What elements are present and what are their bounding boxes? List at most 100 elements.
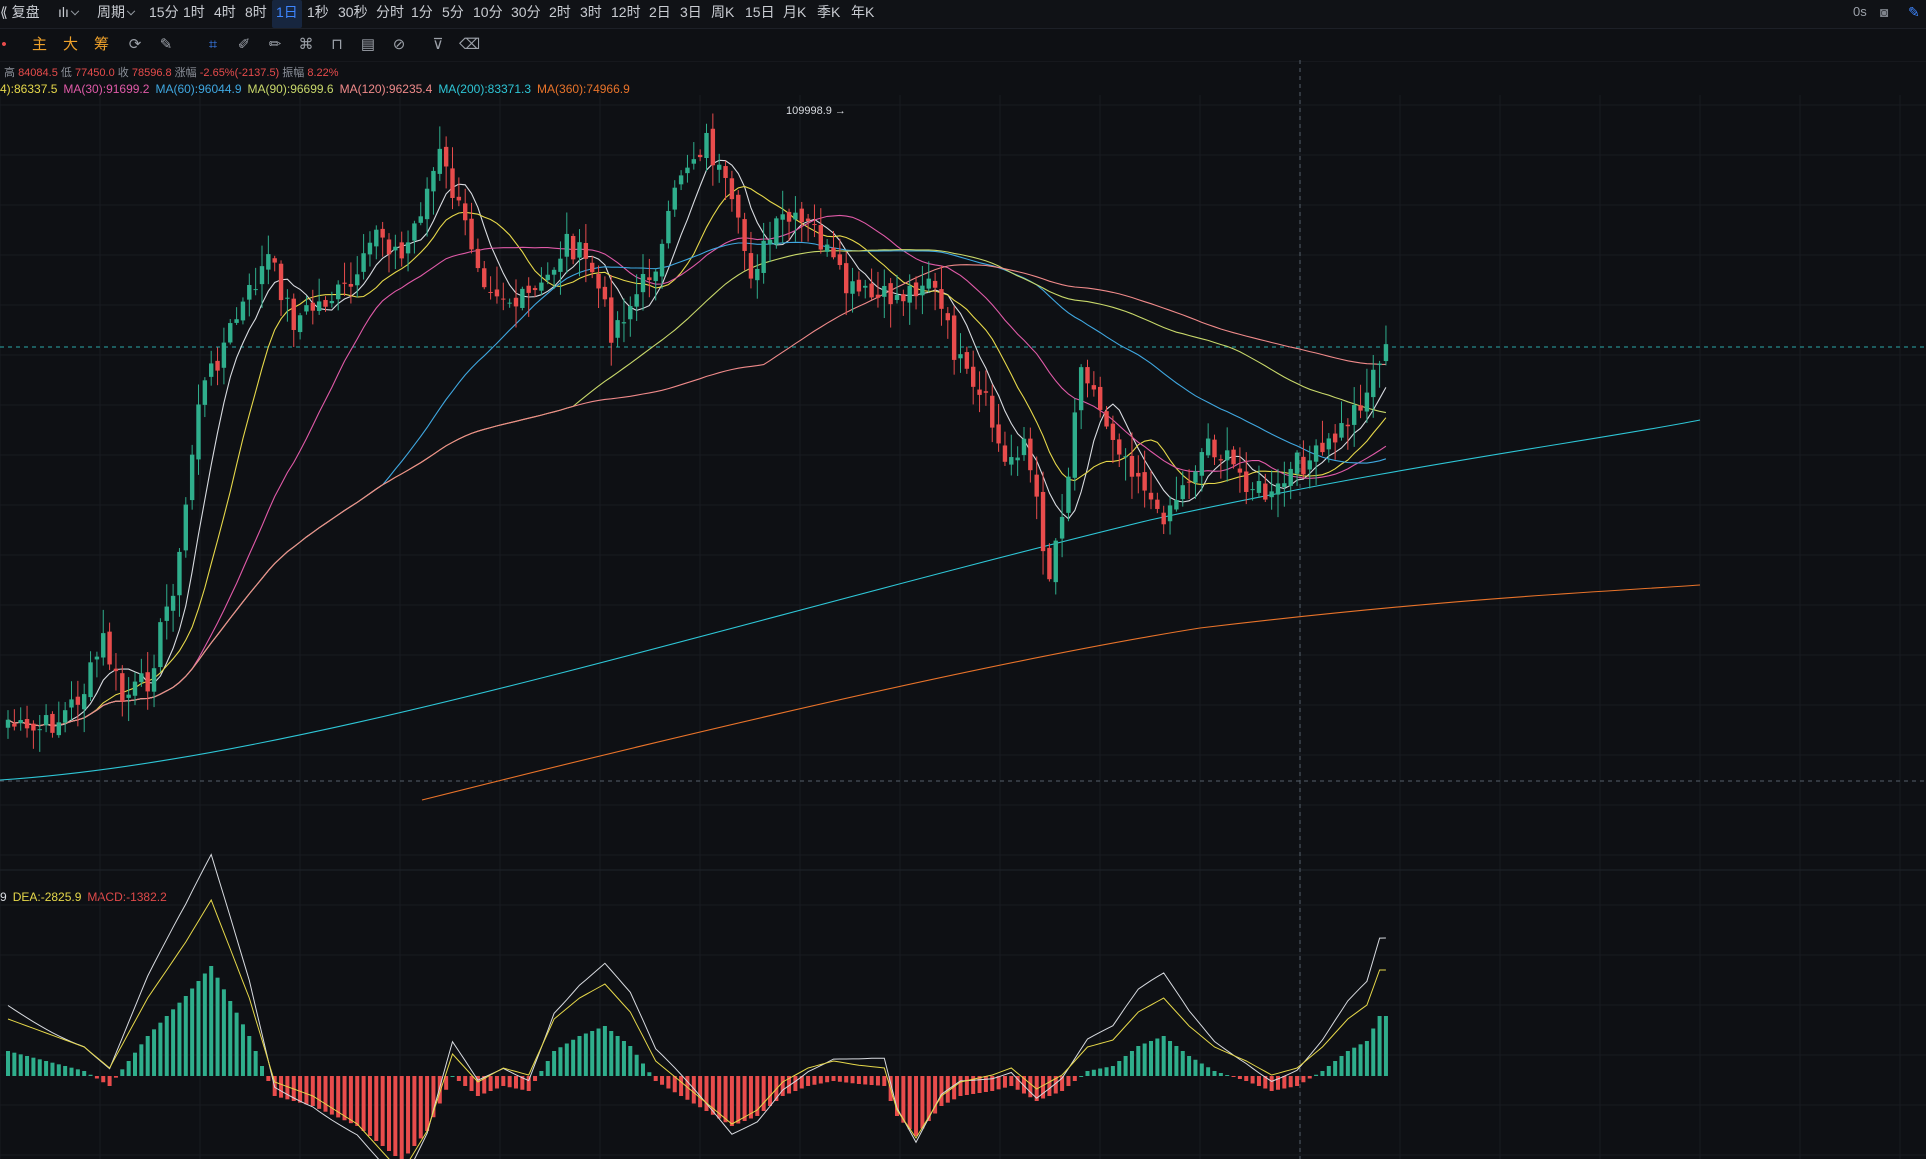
macd-bar bbox=[1104, 1067, 1109, 1076]
interval-tab-1分[interactable]: 1分 bbox=[411, 4, 433, 20]
candle bbox=[424, 177, 430, 237]
interval-tab-月K[interactable]: 月K bbox=[783, 4, 807, 20]
macd-bar bbox=[672, 1076, 677, 1093]
macd-bar bbox=[482, 1076, 487, 1094]
interval-tab-季K[interactable]: 季K bbox=[817, 4, 841, 20]
candle bbox=[139, 658, 144, 687]
candle bbox=[1072, 398, 1077, 491]
macd-bar bbox=[660, 1076, 665, 1085]
erase-icon[interactable]: ⊘ bbox=[392, 36, 406, 53]
brush-icon[interactable]: ✏ bbox=[268, 36, 282, 53]
lock-icon[interactable]: ⊓ bbox=[331, 36, 343, 53]
macd-bar bbox=[1231, 1076, 1236, 1077]
macd-bar bbox=[475, 1076, 480, 1096]
interval-tab-年K[interactable]: 年K bbox=[851, 4, 875, 20]
macd-bar bbox=[31, 1057, 36, 1076]
candle bbox=[831, 230, 836, 260]
change-label: 涨幅 bbox=[174, 67, 197, 79]
sync-icon[interactable]: ⟳ bbox=[128, 36, 142, 53]
macd-bar bbox=[1123, 1056, 1128, 1076]
interval-tab-4时[interactable]: 4时 bbox=[214, 4, 236, 20]
interval-tab-3日[interactable]: 3日 bbox=[680, 4, 702, 20]
candle bbox=[609, 275, 614, 366]
macd-bar bbox=[139, 1044, 144, 1076]
candle bbox=[1009, 434, 1014, 476]
interval-tab-1日[interactable]: 1日 bbox=[272, 0, 302, 28]
candle bbox=[971, 350, 976, 405]
interval-tab-30秒[interactable]: 30秒 bbox=[338, 4, 368, 20]
macd-bar bbox=[348, 1076, 353, 1124]
macd-bar bbox=[1212, 1071, 1217, 1076]
interval-tab-3时[interactable]: 3时 bbox=[580, 4, 602, 20]
interval-tab-2时[interactable]: 2时 bbox=[549, 4, 571, 20]
crop-icon[interactable]: ⌗ bbox=[208, 36, 218, 53]
interval-tab-2日[interactable]: 2日 bbox=[649, 4, 671, 20]
candle bbox=[1358, 384, 1363, 419]
candle bbox=[532, 285, 538, 298]
macd-bar bbox=[717, 1076, 722, 1119]
macd-bar bbox=[831, 1076, 836, 1081]
pattern-icon[interactable]: ⌘ bbox=[298, 36, 314, 53]
low-label: 低 bbox=[60, 67, 72, 79]
candle bbox=[336, 280, 341, 311]
candle bbox=[240, 297, 246, 325]
interval-tab-5分[interactable]: 5分 bbox=[442, 4, 464, 20]
candle bbox=[126, 677, 131, 722]
candle bbox=[374, 225, 379, 260]
edit-icon[interactable]: ✎ bbox=[1908, 4, 1920, 20]
trash-icon[interactable]: ⌫ bbox=[459, 36, 481, 53]
ma-legend-item-3: MA(90):96699.6 bbox=[247, 82, 334, 96]
candle bbox=[824, 239, 830, 257]
interval-tab-1时[interactable]: 1时 bbox=[183, 4, 205, 20]
candle bbox=[1307, 445, 1312, 489]
macd-bar bbox=[602, 1026, 607, 1076]
camera-icon[interactable]: ◙ bbox=[1880, 4, 1889, 20]
candle bbox=[545, 262, 550, 285]
ohlc-readout: 高 84084.5 低 77450.0 收 78596.8 涨幅 -2.65%(… bbox=[4, 64, 339, 80]
macd-bar bbox=[691, 1076, 696, 1104]
interval-tab-30分[interactable]: 30分 bbox=[511, 4, 541, 20]
chip-button[interactable]: 筹 bbox=[94, 36, 110, 53]
big-order-button[interactable]: 大 bbox=[63, 36, 79, 53]
candle bbox=[1288, 461, 1293, 500]
interval-tab-12时[interactable]: 12时 bbox=[611, 4, 641, 20]
candle bbox=[1155, 492, 1160, 514]
macd-bar bbox=[609, 1031, 614, 1076]
macd-bar bbox=[1142, 1043, 1147, 1076]
interval-tab-10分[interactable]: 10分 bbox=[473, 4, 503, 20]
macd-bar bbox=[399, 1076, 404, 1159]
interval-tab-周K[interactable]: 周K bbox=[711, 4, 735, 20]
filter-icon[interactable]: ⊽ bbox=[432, 36, 444, 53]
macd-bar bbox=[1149, 1041, 1153, 1076]
candle bbox=[691, 142, 696, 170]
macd-bar bbox=[202, 973, 207, 1076]
interval-tab-15日[interactable]: 15日 bbox=[745, 4, 775, 20]
macd-bar bbox=[240, 1024, 245, 1076]
template-icon[interactable]: ▤ bbox=[360, 36, 376, 53]
macd-bar bbox=[704, 1076, 709, 1111]
replay-button[interactable]: ⟪ 复盘 bbox=[0, 4, 40, 20]
period-dropdown[interactable]: 周期 bbox=[93, 0, 138, 28]
macd-bar bbox=[558, 1047, 563, 1076]
ruler-icon[interactable]: ✐ bbox=[237, 36, 251, 53]
ma-line-60 bbox=[7, 241, 1387, 727]
candle bbox=[945, 307, 950, 339]
interval-tab-1秒[interactable]: 1秒 bbox=[307, 4, 329, 20]
chart-type-icon[interactable]: ılı bbox=[54, 0, 82, 28]
pen-icon[interactable]: ✎ bbox=[159, 36, 173, 53]
macd-bar bbox=[901, 1076, 906, 1123]
candle bbox=[1326, 433, 1331, 463]
interval-tab-15分[interactable]: 15分 bbox=[149, 4, 179, 20]
candle bbox=[932, 272, 938, 311]
candle bbox=[640, 254, 646, 311]
interval-tab-8时[interactable]: 8时 bbox=[245, 4, 267, 20]
candle bbox=[113, 653, 119, 691]
candle bbox=[1053, 538, 1058, 595]
candle bbox=[50, 711, 55, 738]
main-indicator-button[interactable]: 主 bbox=[32, 36, 48, 53]
interval-tab-分时[interactable]: 分时 bbox=[376, 4, 404, 20]
candle bbox=[494, 266, 500, 304]
candle bbox=[507, 298, 512, 308]
macd-bar bbox=[1117, 1061, 1122, 1076]
